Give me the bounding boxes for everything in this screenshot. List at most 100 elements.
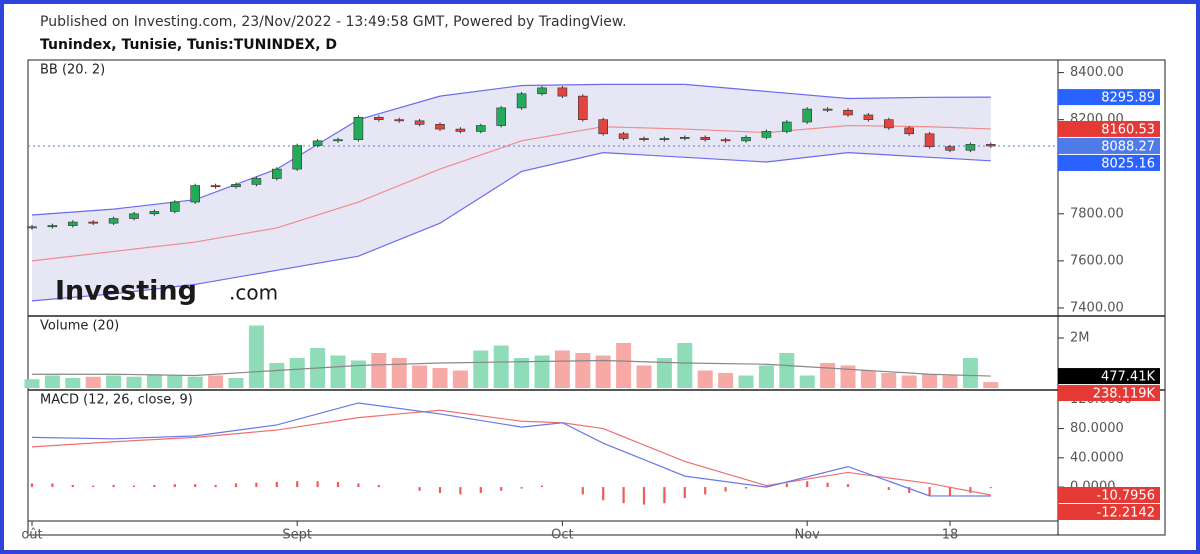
volume-bar (534, 355, 550, 388)
y-tick-label: 7800.00 (1070, 206, 1124, 221)
watermark: .com (229, 281, 278, 305)
volume-bar (208, 375, 224, 388)
candle-body (353, 117, 364, 140)
candle-body (577, 95, 588, 120)
price-badge-label: 477.41K (1101, 370, 1155, 385)
volume-bar (554, 350, 570, 388)
watermark: Investing (55, 276, 197, 307)
candle-body (843, 109, 853, 116)
volume-bar (881, 373, 897, 388)
candle-body (965, 144, 976, 151)
volume-bar (922, 374, 938, 388)
candle-body (231, 184, 241, 188)
volume-bar (779, 353, 795, 388)
x-tick-label: oût (21, 528, 42, 543)
volume-bar (677, 343, 693, 388)
chart-box (27, 59, 1166, 536)
pane-label: BB (20. 2) (40, 63, 105, 78)
volume-bar (860, 370, 876, 388)
volume-bar (514, 358, 530, 388)
candle-body (516, 93, 527, 109)
candle-body (618, 133, 629, 139)
band-fill (32, 84, 991, 301)
candle-body (985, 144, 996, 147)
signal-line (31, 409, 991, 496)
candle-body (108, 218, 119, 224)
x-tick-label: Sept (282, 528, 312, 543)
candle-body (863, 114, 874, 120)
candle-body (292, 145, 303, 170)
published-note: Published on Investing.com, 23/Nov/2022 … (40, 14, 627, 30)
candle-body (68, 221, 78, 226)
volume-bar (493, 345, 509, 388)
x-tick-label: Oct (551, 528, 573, 543)
y-tick-label: 80.0000 (1070, 421, 1124, 436)
x-tick-label: Nov (795, 528, 821, 543)
candle-body (598, 119, 609, 135)
volume-bar (289, 358, 305, 388)
price-badge-label: 8025.16 (1101, 156, 1155, 171)
price-badge-label: -10.7956 (1097, 488, 1155, 503)
volume-bar (371, 353, 387, 388)
volume-bar (167, 375, 183, 388)
candle-body (700, 137, 711, 140)
candle-body (720, 139, 731, 142)
volume-bar (187, 376, 203, 388)
price-badge (1058, 368, 1160, 385)
volume-bar (636, 365, 652, 388)
price-badge (1058, 154, 1160, 171)
y-tick-label: 40.0000 (1070, 450, 1124, 465)
volume-bar (473, 350, 489, 388)
candle-body (537, 87, 547, 95)
candle-body (435, 124, 445, 130)
candle-body (639, 138, 649, 140)
volume-bar (758, 365, 774, 388)
volume-bar (65, 378, 81, 388)
candle-body (822, 108, 833, 111)
candle-body (557, 87, 568, 97)
volume-bar (24, 379, 40, 388)
candle-body (802, 108, 813, 123)
candle-body (149, 211, 160, 215)
candle-body (741, 137, 751, 142)
price-badge (1058, 385, 1160, 402)
price-badge-label: 8295.89 (1101, 91, 1155, 106)
pane-label: Volume (20) (40, 319, 119, 334)
candle-body (190, 185, 200, 203)
volume-bar (106, 375, 122, 388)
pane-label: MACD (12, 26, close, 9) (40, 393, 193, 408)
price-badge-label: 238.119K (1093, 387, 1156, 402)
bb-lower (31, 152, 991, 302)
candle-body (271, 168, 282, 179)
candle-body (414, 120, 425, 125)
candle-body (210, 185, 221, 188)
volume-bar (840, 365, 856, 388)
volume-bar (85, 376, 101, 388)
volume-ma (32, 359, 991, 377)
y-tick-label: 7600.00 (1070, 253, 1124, 268)
candle-body (170, 201, 180, 212)
candle-body (659, 138, 670, 140)
volume-bar (656, 358, 672, 388)
volume-bar (432, 368, 448, 388)
volume-bar (942, 375, 958, 388)
candle-body (761, 131, 772, 138)
candle-body (27, 226, 37, 229)
candle-body (904, 127, 915, 135)
candle-body (455, 128, 466, 132)
volume-bar (718, 373, 734, 388)
volume-bar (820, 363, 836, 388)
volume-bar (575, 353, 591, 388)
candle-body (88, 221, 98, 224)
price-badge-label: -12.2142 (1097, 505, 1155, 520)
candle-body (333, 139, 343, 142)
volume-bar (248, 325, 264, 388)
y-tick-label: 8400.00 (1070, 65, 1124, 80)
volume-bar (44, 375, 60, 388)
volume-bar (350, 360, 366, 388)
bb-middle (31, 124, 991, 262)
volume-bar (697, 370, 713, 388)
macd-line (31, 402, 991, 497)
